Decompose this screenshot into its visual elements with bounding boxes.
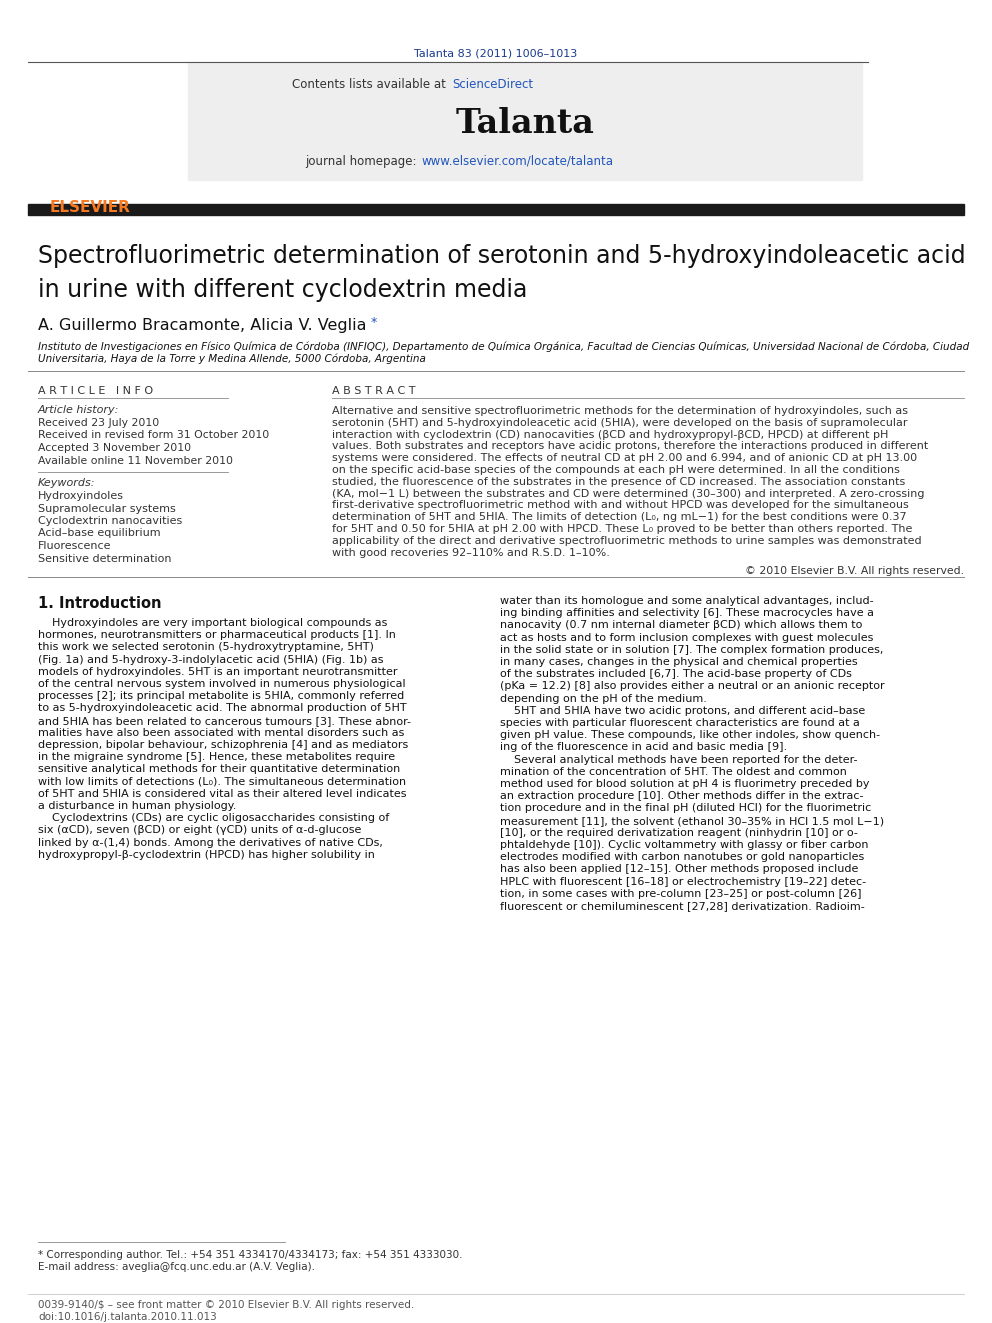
Text: Several analytical methods have been reported for the deter-: Several analytical methods have been rep… <box>500 754 857 765</box>
Text: in many cases, changes in the physical and chemical properties: in many cases, changes in the physical a… <box>500 658 858 667</box>
Text: processes [2]; its principal metabolite is 5HIA, commonly referred: processes [2]; its principal metabolite … <box>38 691 405 701</box>
Text: systems were considered. The effects of neutral CD at pH 2.00 and 6.994, and of : systems were considered. The effects of … <box>332 454 918 463</box>
Text: Instituto de Investigaciones en Físico Química de Córdoba (INFIQC), Departamento: Instituto de Investigaciones en Físico Q… <box>38 343 969 352</box>
Text: Acid–base equilibrium: Acid–base equilibrium <box>38 528 161 538</box>
Text: HPLC with fluorescent [16–18] or electrochemistry [19–22] detec-: HPLC with fluorescent [16–18] or electro… <box>500 877 866 886</box>
Text: water than its homologue and some analytical advantages, includ-: water than its homologue and some analyt… <box>500 595 874 606</box>
Text: first-derivative spectrofluorimetric method with and without HPCD was developed : first-derivative spectrofluorimetric met… <box>332 500 909 511</box>
Text: ELSEVIER: ELSEVIER <box>50 200 130 216</box>
Text: Spectrofluorimetric determination of serotonin and 5-hydroxyindoleacetic acid: Spectrofluorimetric determination of ser… <box>38 243 965 269</box>
Text: ing of the fluorescence in acid and basic media [9].: ing of the fluorescence in acid and basi… <box>500 742 787 753</box>
Text: (KA, mol−1 L) between the substrates and CD were determined (30–300) and interpr: (KA, mol−1 L) between the substrates and… <box>332 488 925 499</box>
Text: tion, in some cases with pre-column [23–25] or post-column [26]: tion, in some cases with pre-column [23–… <box>500 889 861 898</box>
Text: of the substrates included [6,7]. The acid-base property of CDs: of the substrates included [6,7]. The ac… <box>500 669 852 679</box>
Text: has also been applied [12–15]. Other methods proposed include: has also been applied [12–15]. Other met… <box>500 864 858 875</box>
Text: studied, the fluorescence of the substrates in the presence of CD increased. The: studied, the fluorescence of the substra… <box>332 476 906 487</box>
Bar <box>188 62 862 180</box>
Text: A B S T R A C T: A B S T R A C T <box>332 386 416 396</box>
Text: Hydroxyindoles: Hydroxyindoles <box>38 491 124 501</box>
Text: Received in revised form 31 October 2010: Received in revised form 31 October 2010 <box>38 430 269 441</box>
Text: given pH value. These compounds, like other indoles, show quench-: given pH value. These compounds, like ot… <box>500 730 880 740</box>
Text: of 5HT and 5HIA is considered vital as their altered level indicates: of 5HT and 5HIA is considered vital as t… <box>38 789 407 799</box>
Text: in the migraine syndrome [5]. Hence, these metabolites require: in the migraine syndrome [5]. Hence, the… <box>38 753 395 762</box>
Text: Accepted 3 November 2010: Accepted 3 November 2010 <box>38 443 191 452</box>
Text: Article history:: Article history: <box>38 405 119 415</box>
Text: determination of 5HT and 5HIA. The limits of detection (L₀, ng mL−1) for the bes: determination of 5HT and 5HIA. The limit… <box>332 512 907 523</box>
Text: 0039-9140/$ – see front matter © 2010 Elsevier B.V. All rights reserved.: 0039-9140/$ – see front matter © 2010 El… <box>38 1301 415 1310</box>
Text: serotonin (5HT) and 5-hydroxyindoleacetic acid (5HIA), were developed on the bas: serotonin (5HT) and 5-hydroxyindoleaceti… <box>332 418 908 427</box>
Text: with low limits of detections (L₀). The simultaneous determination: with low limits of detections (L₀). The … <box>38 777 406 787</box>
Text: Alternative and sensitive spectrofluorimetric methods for the determination of h: Alternative and sensitive spectrofluorim… <box>332 406 908 415</box>
Text: ing binding affinities and selectivity [6]. These macrocycles have a: ing binding affinities and selectivity [… <box>500 609 874 618</box>
Text: (pKa = 12.2) [8] also provides either a neutral or an anionic receptor: (pKa = 12.2) [8] also provides either a … <box>500 681 885 692</box>
Text: interaction with cyclodextrin (CD) nanocavities (βCD and hydroxypropyl-βCD, HPCD: interaction with cyclodextrin (CD) nanoc… <box>332 430 889 439</box>
Text: Talanta 83 (2011) 1006–1013: Talanta 83 (2011) 1006–1013 <box>415 48 577 58</box>
Text: hormones, neurotransmitters or pharmaceutical products [1]. In: hormones, neurotransmitters or pharmaceu… <box>38 630 396 640</box>
Text: Keywords:: Keywords: <box>38 478 95 488</box>
Text: depression, bipolar behaviour, schizophrenia [4] and as mediators: depression, bipolar behaviour, schizophr… <box>38 740 409 750</box>
Text: act as hosts and to form inclusion complexes with guest molecules: act as hosts and to form inclusion compl… <box>500 632 873 643</box>
Text: in urine with different cyclodextrin media: in urine with different cyclodextrin med… <box>38 278 528 302</box>
Text: *: * <box>371 316 377 329</box>
Text: for 5HT and 0.50 for 5HIA at pH 2.00 with HPCD. These L₀ proved to be better tha: for 5HT and 0.50 for 5HIA at pH 2.00 wit… <box>332 524 913 534</box>
Text: hydroxypropyl-β-cyclodextrin (HPCD) has higher solubility in: hydroxypropyl-β-cyclodextrin (HPCD) has … <box>38 849 375 860</box>
Text: a disturbance in human physiology.: a disturbance in human physiology. <box>38 800 236 811</box>
Text: in the solid state or in solution [7]. The complex formation produces,: in the solid state or in solution [7]. T… <box>500 644 883 655</box>
Text: fluorescent or chemiluminescent [27,28] derivatization. Radioim-: fluorescent or chemiluminescent [27,28] … <box>500 901 865 912</box>
Text: method used for blood solution at pH 4 is fluorimetry preceded by: method used for blood solution at pH 4 i… <box>500 779 870 789</box>
Text: © 2010 Elsevier B.V. All rights reserved.: © 2010 Elsevier B.V. All rights reserved… <box>745 566 964 576</box>
Text: journal homepage:: journal homepage: <box>305 155 420 168</box>
Text: phtaldehyde [10]). Cyclic voltammetry with glassy or fiber carbon: phtaldehyde [10]). Cyclic voltammetry wi… <box>500 840 869 849</box>
Text: species with particular fluorescent characteristics are found at a: species with particular fluorescent char… <box>500 718 860 728</box>
Text: six (αCD), seven (βCD) or eight (γCD) units of α-d-glucose: six (αCD), seven (βCD) or eight (γCD) un… <box>38 826 361 835</box>
Text: Received 23 July 2010: Received 23 July 2010 <box>38 418 160 429</box>
Text: measurement [11], the solvent (ethanol 30–35% in HCl 1.5 mol L−1): measurement [11], the solvent (ethanol 3… <box>500 815 884 826</box>
Text: A. Guillermo Bracamonte, Alicia V. Veglia: A. Guillermo Bracamonte, Alicia V. Vegli… <box>38 318 366 333</box>
Text: Supramolecular systems: Supramolecular systems <box>38 504 176 513</box>
Text: Universitaria, Haya de la Torre y Medina Allende, 5000 Córdoba, Argentina: Universitaria, Haya de la Torre y Medina… <box>38 355 426 365</box>
Text: Talanta: Talanta <box>455 107 594 140</box>
Text: Fluorescence: Fluorescence <box>38 541 111 550</box>
Text: an extraction procedure [10]. Other methods differ in the extrac-: an extraction procedure [10]. Other meth… <box>500 791 863 802</box>
Text: Available online 11 November 2010: Available online 11 November 2010 <box>38 455 233 466</box>
Text: sensitive analytical methods for their quantitative determination: sensitive analytical methods for their q… <box>38 765 400 774</box>
Text: of the central nervous system involved in numerous physiological: of the central nervous system involved i… <box>38 679 406 689</box>
Bar <box>28 204 964 216</box>
Text: this work we selected serotonin (5-hydroxytryptamine, 5HT): this work we selected serotonin (5-hydro… <box>38 643 374 652</box>
Text: 1. Introduction: 1. Introduction <box>38 595 162 611</box>
Text: (Fig. 1a) and 5-hydroxy-3-indolylacetic acid (5HIA) (Fig. 1b) as: (Fig. 1a) and 5-hydroxy-3-indolylacetic … <box>38 655 384 664</box>
Text: with good recoveries 92–110% and R.S.D. 1–10%.: with good recoveries 92–110% and R.S.D. … <box>332 548 610 557</box>
Text: Cyclodextrin nanocavities: Cyclodextrin nanocavities <box>38 516 183 527</box>
Text: Cyclodextrins (CDs) are cyclic oligosaccharides consisting of: Cyclodextrins (CDs) are cyclic oligosacc… <box>38 814 389 823</box>
Text: applicability of the direct and derivative spectrofluorimetric methods to urine : applicability of the direct and derivati… <box>332 536 922 546</box>
Text: on the specific acid-base species of the compounds at each pH were determined. I: on the specific acid-base species of the… <box>332 464 900 475</box>
Text: depending on the pH of the medium.: depending on the pH of the medium. <box>500 693 707 704</box>
Text: www.elsevier.com/locate/talanta: www.elsevier.com/locate/talanta <box>422 155 614 168</box>
Text: to as 5-hydroxyindoleacetic acid. The abnormal production of 5HT: to as 5-hydroxyindoleacetic acid. The ab… <box>38 704 407 713</box>
Text: Sensitive determination: Sensitive determination <box>38 553 172 564</box>
Text: 5HT and 5HIA have two acidic protons, and different acid–base: 5HT and 5HIA have two acidic protons, an… <box>500 705 865 716</box>
Text: * Corresponding author. Tel.: +54 351 4334170/4334173; fax: +54 351 4333030.: * Corresponding author. Tel.: +54 351 43… <box>38 1250 462 1259</box>
Text: mination of the concentration of 5HT. The oldest and common: mination of the concentration of 5HT. Th… <box>500 767 847 777</box>
Text: and 5HIA has been related to cancerous tumours [3]. These abnor-: and 5HIA has been related to cancerous t… <box>38 716 411 725</box>
Text: electrodes modified with carbon nanotubes or gold nanoparticles: electrodes modified with carbon nanotube… <box>500 852 864 863</box>
Text: nanocavity (0.7 nm internal diameter βCD) which allows them to: nanocavity (0.7 nm internal diameter βCD… <box>500 620 862 630</box>
Text: linked by α-(1,4) bonds. Among the derivatives of native CDs,: linked by α-(1,4) bonds. Among the deriv… <box>38 837 383 848</box>
Text: tion procedure and in the final pH (diluted HCl) for the fluorimetric: tion procedure and in the final pH (dilu… <box>500 803 871 814</box>
Text: values. Both substrates and receptors have acidic protons, therefore the interac: values. Both substrates and receptors ha… <box>332 442 929 451</box>
Text: A R T I C L E   I N F O: A R T I C L E I N F O <box>38 386 153 396</box>
Text: doi:10.1016/j.talanta.2010.11.013: doi:10.1016/j.talanta.2010.11.013 <box>38 1312 216 1322</box>
Text: malities have also been associated with mental disorders such as: malities have also been associated with … <box>38 728 405 738</box>
Text: Hydroxyindoles are very important biological compounds as: Hydroxyindoles are very important biolog… <box>38 618 387 628</box>
Text: models of hydroxyindoles. 5HT is an important neurotransmitter: models of hydroxyindoles. 5HT is an impo… <box>38 667 398 677</box>
Text: ScienceDirect: ScienceDirect <box>452 78 533 91</box>
Text: Contents lists available at: Contents lists available at <box>293 78 450 91</box>
Text: [10], or the required derivatization reagent (ninhydrin [10] or o-: [10], or the required derivatization rea… <box>500 828 858 837</box>
Text: E-mail address: aveglia@fcq.unc.edu.ar (A.V. Veglia).: E-mail address: aveglia@fcq.unc.edu.ar (… <box>38 1262 315 1271</box>
